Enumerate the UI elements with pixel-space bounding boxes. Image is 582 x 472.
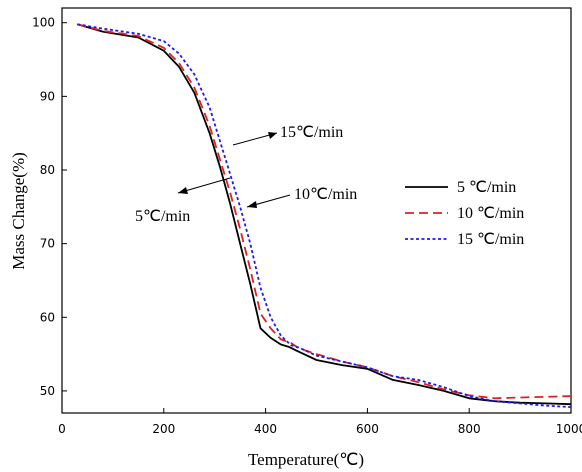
y-axis-title: Mass Change(%) bbox=[9, 152, 28, 270]
annotation-15: 15℃/min bbox=[232, 124, 343, 146]
annotation-5: 5℃/min bbox=[135, 177, 231, 225]
legend-label-0: 5 ℃/min bbox=[457, 179, 516, 196]
x-axis-title: Temperature(℃) bbox=[248, 450, 364, 469]
y-tick-label: 50 bbox=[40, 384, 55, 398]
series-layer bbox=[77, 23, 572, 408]
series-line-2 bbox=[77, 23, 572, 408]
annotation-5-arrowhead bbox=[178, 187, 188, 194]
plot-frame bbox=[61, 7, 572, 414]
annotation-15-label: 15℃/min bbox=[280, 124, 343, 141]
x-tick-label: 200 bbox=[152, 422, 175, 436]
y-tick-label: 100 bbox=[32, 16, 55, 30]
series-line-0 bbox=[77, 23, 572, 406]
y-axis-ticks: 50 60 70 80 90 100 bbox=[32, 16, 67, 398]
annotation-5-label: 5℃/min bbox=[135, 208, 190, 225]
x-axis-ticks: 0 200 400 600 800 1000 bbox=[58, 408, 582, 436]
x-tick-label: 800 bbox=[458, 422, 481, 436]
annotation-15-arrowhead bbox=[268, 132, 277, 139]
x-tick-label: 600 bbox=[356, 422, 379, 436]
series-line-1 bbox=[77, 23, 572, 400]
y-tick-label: 80 bbox=[40, 163, 55, 177]
annotation-10-label: 10℃/min bbox=[294, 186, 357, 203]
y-tick-label: 60 bbox=[40, 310, 55, 324]
legend-label-2: 15 ℃/min bbox=[457, 231, 524, 248]
y-tick-label: 90 bbox=[40, 89, 55, 103]
legend: 5 ℃/min 10 ℃/min 15 ℃/min bbox=[405, 179, 524, 248]
y-tick-label: 70 bbox=[40, 237, 55, 251]
x-tick-label: 400 bbox=[254, 422, 277, 436]
annotation-10: 10℃/min bbox=[246, 186, 357, 208]
legend-label-1: 10 ℃/min bbox=[457, 205, 524, 222]
annotation-10-arrowhead bbox=[247, 201, 257, 208]
x-tick-label: 1000 bbox=[556, 422, 582, 436]
x-tick-label: 0 bbox=[58, 422, 66, 436]
